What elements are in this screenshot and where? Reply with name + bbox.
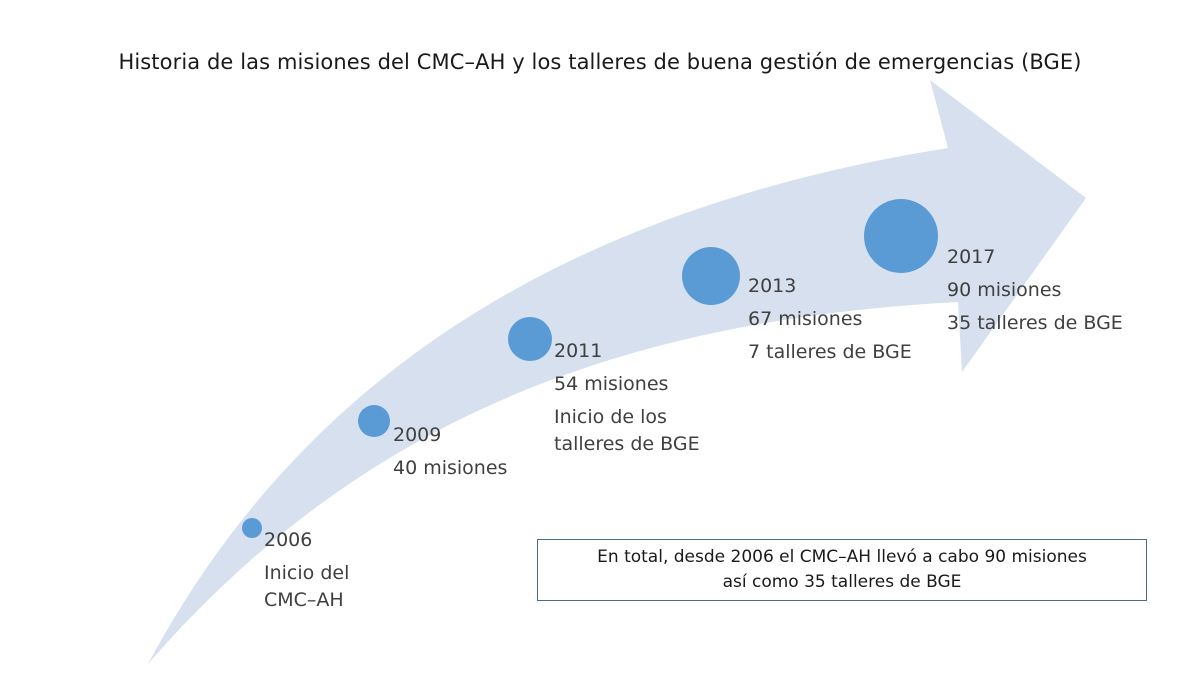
milestone-detail: CMC–AH [264, 589, 344, 611]
milestone-detail: Inicio del [264, 562, 350, 584]
summary-box: En total, desde 2006 el CMC–AH llevó a c… [537, 539, 1147, 601]
summary-line: En total, desde 2006 el CMC–AH llevó a c… [597, 547, 1087, 567]
milestone-year: 2011 [554, 340, 603, 362]
growth-arrow [148, 80, 1086, 664]
milestone-label-2009: 2009 40 misiones [393, 422, 507, 482]
milestone-year: 2013 [748, 275, 797, 297]
milestone-detail: Inicio de los [554, 406, 667, 428]
milestone-dot-2009 [358, 405, 390, 437]
milestone-dot-2013 [682, 247, 740, 305]
summary-line: así como 35 talleres de BGE [722, 572, 962, 592]
milestone-label-2011: 2011 54 misiones Inicio de los talleres … [554, 338, 700, 458]
milestone-year: 2009 [393, 424, 442, 446]
diagram-title: Historia de las misiones del CMC–AH y lo… [118, 50, 1082, 74]
milestone-dot-2011 [508, 317, 552, 361]
milestone-detail: 35 talleres de BGE [947, 312, 1123, 334]
milestone-detail: 90 misiones [947, 279, 1062, 301]
milestone-year: 2017 [947, 246, 996, 268]
milestone-detail: talleres de BGE [554, 433, 700, 455]
milestone-detail: 7 talleres de BGE [748, 341, 912, 363]
milestone-label-2017: 2017 90 misiones 35 talleres de BGE [947, 244, 1123, 337]
milestone-label-2013: 2013 67 misiones 7 talleres de BGE [748, 273, 912, 366]
milestone-detail: 67 misiones [748, 308, 863, 330]
milestone-dot-2006 [242, 518, 262, 538]
milestone-label-2006: 2006 Inicio del CMC–AH [264, 527, 349, 614]
milestone-year: 2006 [264, 529, 313, 551]
milestone-dot-2017 [864, 199, 938, 273]
milestone-detail: 40 misiones [393, 457, 508, 479]
milestone-detail: 54 misiones [554, 373, 669, 395]
